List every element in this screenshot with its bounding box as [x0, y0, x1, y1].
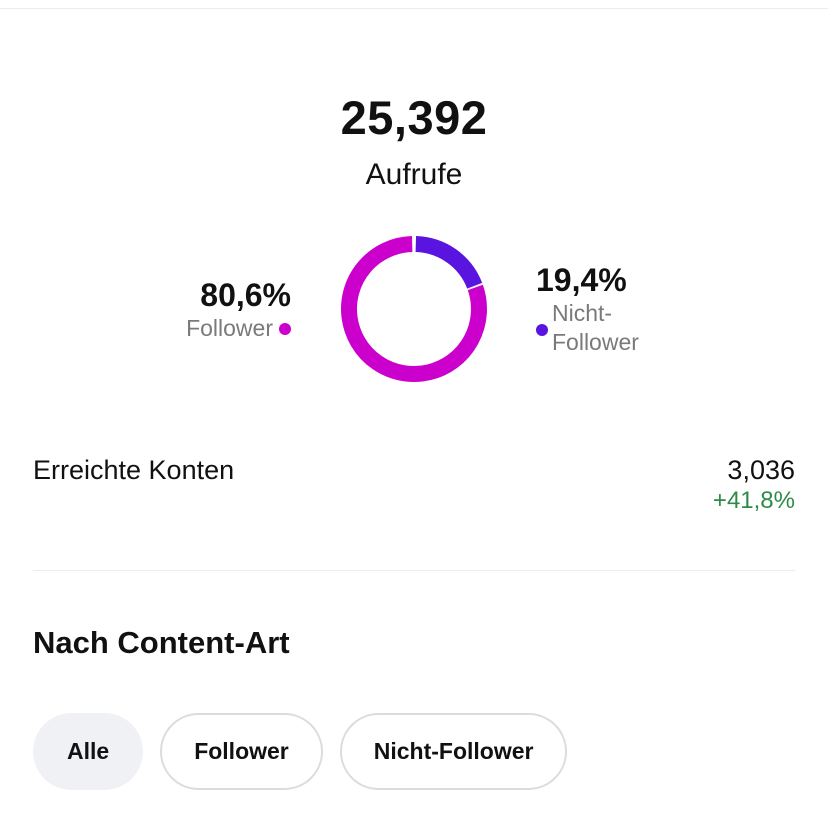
non-follower-percent: 19,4%: [536, 262, 627, 298]
non-follower-label: Nicht-Follower: [552, 300, 639, 355]
follower-legend-dot: [279, 322, 291, 335]
accounts-reached-value: 3,036: [727, 455, 795, 485]
section-divider: [33, 570, 795, 571]
top-divider: [0, 8, 828, 9]
follower-stat: 80,6% Follower: [186, 276, 291, 343]
non-follower-legend-dot: [536, 324, 548, 336]
follower-label: Follower: [186, 315, 273, 341]
content-type-title: Nach Content-Art: [33, 625, 290, 660]
filter-chip-all[interactable]: Alle: [33, 713, 144, 790]
audience-donut-chart: [341, 236, 487, 382]
accounts-reached-label: Erreichte Konten: [33, 455, 235, 485]
accounts-reached-change: +41,8%: [712, 487, 795, 514]
non-follower-stat: 19,4% Nicht-Follower: [536, 261, 672, 357]
filter-chip-follower[interactable]: Follower: [160, 713, 323, 790]
follower-percent: 80,6%: [200, 277, 291, 313]
follower-segment: [341, 236, 487, 382]
filter-chip-non-follower[interactable]: Nicht-Follower: [339, 713, 568, 790]
total-views-label: Aufrufe: [365, 158, 463, 191]
content-type-filters: Alle Follower Nicht-Follower: [33, 713, 568, 790]
total-views-value: 25,392: [340, 91, 488, 144]
non-follower-segment: [415, 236, 483, 289]
